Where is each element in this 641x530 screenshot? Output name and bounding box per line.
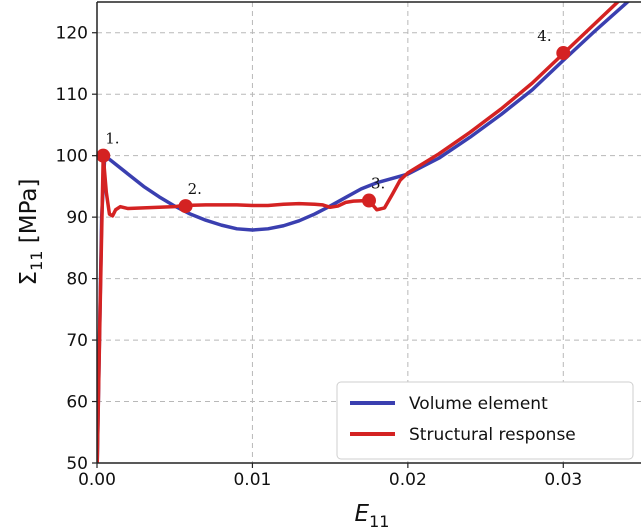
- series-layer: [97, 2, 631, 463]
- marker-point-3: [362, 193, 376, 208]
- y-tick-label: 110: [56, 85, 88, 105]
- y-tick-label: 80: [66, 270, 88, 290]
- y-tick-label: 60: [66, 393, 88, 413]
- y-tick-label: 70: [66, 331, 88, 351]
- marker-point-4: [556, 46, 571, 61]
- series-line-volume-element: [97, 2, 631, 463]
- legend-box: [336, 381, 634, 460]
- x-tick-label: 0.02: [389, 470, 427, 490]
- x-tick-label: 0.01: [233, 470, 271, 490]
- y-tick-label: 50: [66, 454, 88, 474]
- legend-label-volume-element: Volume element: [409, 394, 548, 414]
- grid-lines: [97, 2, 641, 463]
- x-tick-label: 0.00: [78, 470, 116, 490]
- y-tick-label: 90: [66, 208, 88, 228]
- marker-point-1: [96, 148, 111, 163]
- legend-label-structural-response: Structural response: [409, 425, 576, 445]
- y-tick-label: 100: [56, 147, 88, 167]
- y-axis-label: Σ11 [MPa]: [16, 179, 46, 286]
- marker-point-2: [178, 199, 193, 214]
- marker-annotation-1: 1.: [105, 130, 119, 148]
- axes-frame: [96, 1, 641, 464]
- x-tick-label: 0.03: [544, 470, 582, 490]
- legend: Volume element Structural response: [336, 381, 634, 460]
- y-tick-label: 120: [56, 24, 88, 44]
- marker-annotation-4: 4.: [537, 27, 551, 45]
- marker-layer: 1. 2. 3. 4.: [96, 27, 571, 214]
- marker-annotation-3: 3.: [371, 175, 385, 193]
- series-line-structural-response: [97, 2, 621, 463]
- x-axis-label: E11: [355, 501, 390, 530]
- marker-annotation-2: 2.: [188, 180, 202, 198]
- tick-labels: 0.00 0.01 0.02 0.03 50 60 70 80 90 100 110 120: [56, 24, 583, 490]
